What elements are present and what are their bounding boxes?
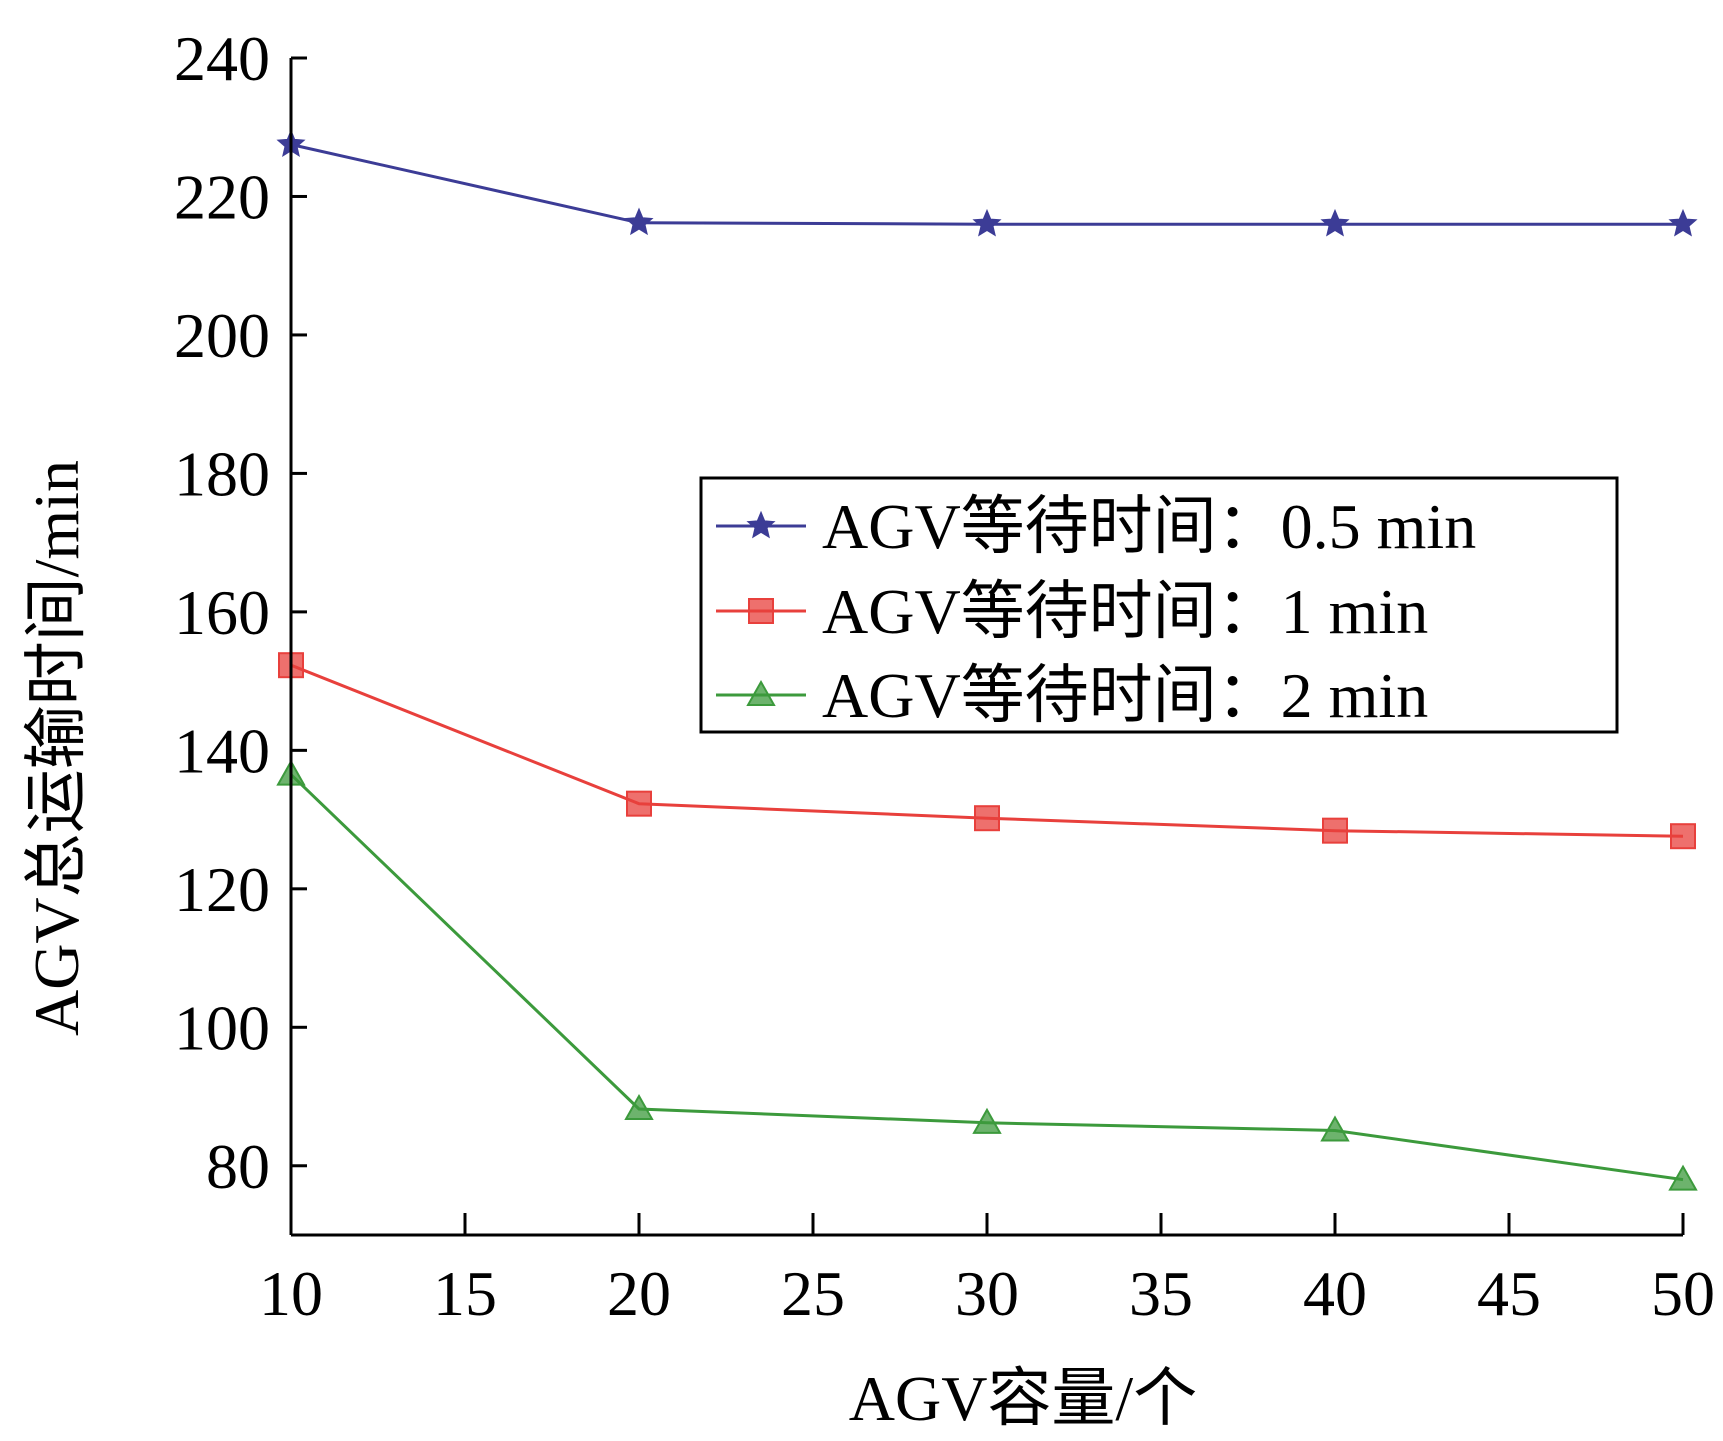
x-tick-label: 20: [607, 1258, 671, 1329]
x-tick-label: 35: [1129, 1258, 1193, 1329]
y-tick-label: 80: [206, 1131, 270, 1202]
x-tick-label: 30: [955, 1258, 1019, 1329]
data-point: [1320, 1115, 1350, 1142]
x-tick-label: 50: [1651, 1258, 1715, 1329]
x-tick-label: 45: [1477, 1258, 1541, 1329]
data-point: [1322, 817, 1348, 844]
y-axis-label: AGV总运输时间/min: [21, 460, 92, 1036]
data-point: [972, 208, 1002, 237]
y-tick-label: 120: [174, 854, 270, 925]
axes: 80 100 120 140 160 180 200 220 240 10 15 20 25 30 35 40…: [174, 23, 1715, 1329]
data-point: [1320, 208, 1350, 237]
legend-marker: [746, 510, 776, 539]
y-tick-label: 220: [174, 161, 270, 232]
legend-box: [699, 476, 1619, 734]
data-point: [624, 207, 654, 236]
data-point: [974, 805, 1000, 832]
y-tick-label: 140: [174, 715, 270, 786]
y-tick-label: 160: [174, 577, 270, 648]
y-tick-label: 240: [174, 23, 270, 94]
y-tick-label: 180: [174, 438, 270, 509]
y-tick-label: 100: [174, 992, 270, 1063]
data-point: [972, 1107, 1002, 1134]
data-point: [1668, 208, 1698, 237]
y-tick-label: 200: [174, 300, 270, 371]
legend: AGV等待时间：0.5 min AGV等待时间：1 min AGV等待时间：2 mi…: [699, 476, 1619, 734]
x-tick-label: 15: [433, 1258, 497, 1329]
data-point: [624, 1093, 654, 1120]
x-tick-label: 10: [259, 1258, 323, 1329]
data-point: [1670, 823, 1696, 850]
legend-label: AGV等待时间：1 min: [822, 576, 1428, 647]
x-axis-label: AGV容量/个: [849, 1363, 1197, 1434]
legend-label: AGV等待时间：0.5 min: [822, 491, 1476, 562]
data-point: [626, 790, 652, 817]
data-point: [1668, 1164, 1698, 1191]
legend-marker: [746, 679, 776, 706]
legend-marker: [748, 598, 774, 624]
x-tick-label: 40: [1303, 1258, 1367, 1329]
x-tick-label: 25: [781, 1258, 845, 1329]
legend-label: AGV等待时间：2 min: [822, 660, 1428, 731]
